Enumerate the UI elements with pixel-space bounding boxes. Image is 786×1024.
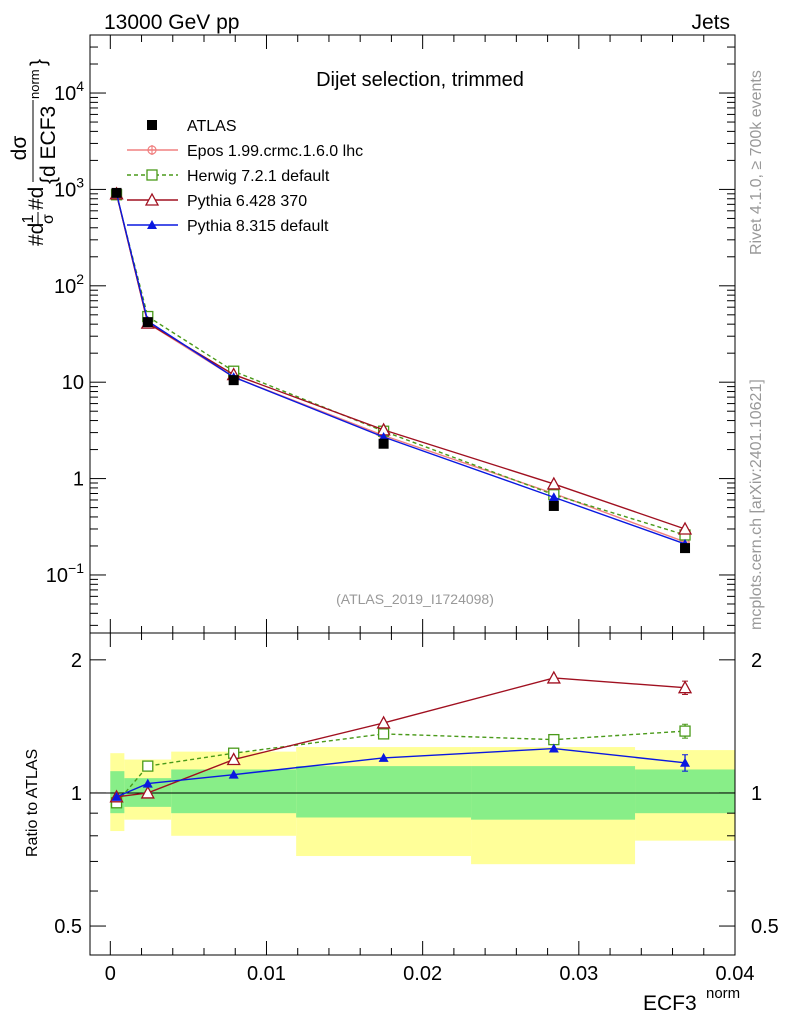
mcplots-label: mcplots.cern.ch [arXiv:2401.10621]	[748, 379, 765, 630]
series-pythia-8-315-default	[111, 188, 691, 548]
ratio-point	[142, 778, 153, 788]
data-point	[142, 317, 153, 328]
jets-label: Jets	[691, 11, 730, 34]
series-line	[115, 193, 686, 545]
series-herwig-7-2-1-default	[110, 189, 691, 541]
main-y-axis-label: #d 1 σ #d dσ {d ECF3 norm }	[8, 59, 60, 246]
inner-band	[635, 769, 735, 814]
ratio-point	[546, 670, 561, 684]
data-point	[677, 521, 693, 535]
legend-marker	[147, 220, 157, 229]
x-tick-label: 0.03	[559, 963, 598, 985]
x-tick-label: 0	[105, 963, 116, 985]
main-y-tick-label: 1	[73, 469, 84, 491]
data-point	[548, 492, 559, 502]
inner-band	[296, 766, 472, 818]
legend-item: Pythia 8.315 default	[127, 218, 329, 235]
data-point	[680, 543, 691, 554]
main-y-tick-label: 102	[54, 271, 84, 298]
ratio-line	[116, 747, 686, 798]
x-tick-label: 0.02	[403, 963, 442, 985]
legend-item: Pythia 6.428 370	[127, 192, 307, 210]
ylabel-frac-den: σ	[40, 214, 57, 224]
legend-item: Epos 1.99.crmc.1.6.0 lhc	[127, 143, 363, 160]
x-tick-label: 0.01	[247, 963, 286, 985]
ratio-point	[228, 769, 239, 779]
legend-item: ATLAS	[147, 118, 237, 135]
main-y-tick-label: 10−1	[46, 560, 84, 587]
ratio-point	[548, 733, 560, 746]
ylabel-hash-d: #d	[25, 223, 48, 246]
series-line	[115, 193, 686, 543]
plot-title: Dijet selection, trimmed	[316, 69, 524, 91]
series-atlas	[111, 187, 691, 554]
series-line	[115, 194, 686, 536]
ratio-point	[226, 752, 241, 766]
ylabel-deriv-sup: norm	[27, 69, 42, 99]
ratio-panel: 0 0.01 0.02 0.03 0.04 0.5 0.5 1 1 2 2 Ratio to ATL…	[24, 632, 779, 1015]
ratio-point	[142, 760, 154, 772]
main-y-tick-label: 10	[62, 372, 84, 394]
data-point	[111, 187, 122, 198]
x-tick-label: 0.04	[716, 963, 755, 985]
rivet-label: Rivet 4.1.0, ≥ 700k events	[748, 70, 765, 255]
ratio-point	[378, 752, 389, 762]
ratio-point	[140, 785, 155, 799]
ratio-line	[116, 677, 686, 798]
data-point	[546, 476, 561, 490]
ratio-series-pythia-8-315-default	[111, 743, 691, 801]
series-epos-1-99-crmc-1-6-0-lhc	[111, 188, 691, 547]
ratio-plot-frame	[89, 632, 736, 956]
legend-label: Pythia 6.428 370	[187, 193, 307, 210]
ratio-series-pythia-6-428-370	[109, 670, 693, 803]
ylabel-deriv-num: dσ	[8, 136, 31, 161]
ratio-point	[376, 715, 391, 729]
legend: ATLAS Epos 1.99.crmc.1.6.0 lhc Herwig 7.2.…	[127, 118, 363, 235]
ratio-y-tick-label-right: 2	[751, 650, 762, 672]
series-line	[115, 193, 686, 530]
ylabel-deriv-den: {d ECF3	[37, 106, 60, 184]
main-panel: 10−1 1 10 102 103 104 Dijet selection, trimme…	[8, 34, 736, 634]
ratio-y-tick-label: 2	[71, 650, 82, 672]
legend-marker	[147, 120, 157, 130]
data-point	[548, 500, 559, 511]
x-axis-label: ECF3 norm	[643, 985, 740, 1015]
xlabel-main: ECF3	[643, 992, 697, 1015]
legend-label: ATLAS	[187, 118, 237, 135]
legend-marker	[146, 169, 158, 181]
ratio-point	[679, 725, 691, 737]
xlabel-sup: norm	[706, 985, 740, 1002]
legend-marker	[147, 145, 157, 155]
ratio-point	[111, 791, 122, 801]
ylabel-brace: }	[27, 59, 50, 66]
legend-item: Herwig 7.2.1 default	[127, 168, 330, 185]
analysis-tag: (ATLAS_2019_I1724098)	[336, 591, 494, 607]
legend-label: Pythia 8.315 default	[187, 218, 329, 235]
main-y-tick-label: 103	[54, 174, 84, 201]
legend-label: Epos 1.99.crmc.1.6.0 lhc	[187, 143, 363, 160]
data-point	[228, 375, 239, 386]
data-point	[378, 438, 389, 449]
ratio-point	[677, 680, 693, 694]
ratio-y-axis-label: Ratio to ATLAS	[24, 749, 41, 857]
ratio-line	[116, 730, 686, 804]
legend-label: Herwig 7.2.1 default	[187, 168, 330, 185]
main-y-tick-label: 104	[54, 78, 84, 105]
energy-label: 13000 GeV pp	[104, 11, 239, 34]
ratio-y-tick-label-right: 1	[751, 783, 762, 805]
ylabel-frac-num: 1	[20, 214, 37, 223]
ratio-y-tick-label: 1	[71, 783, 82, 805]
ratio-point	[548, 743, 559, 753]
ratio-y-tick-label-right: 0.5	[751, 916, 779, 938]
ratio-y-tick-label: 0.5	[54, 916, 82, 938]
series-pythia-6-428-370	[109, 186, 693, 535]
ratio-point	[377, 728, 390, 740]
ratio-point	[680, 757, 691, 767]
ylabel-hash-d2: #d	[25, 187, 48, 210]
legend-marker	[144, 192, 160, 206]
